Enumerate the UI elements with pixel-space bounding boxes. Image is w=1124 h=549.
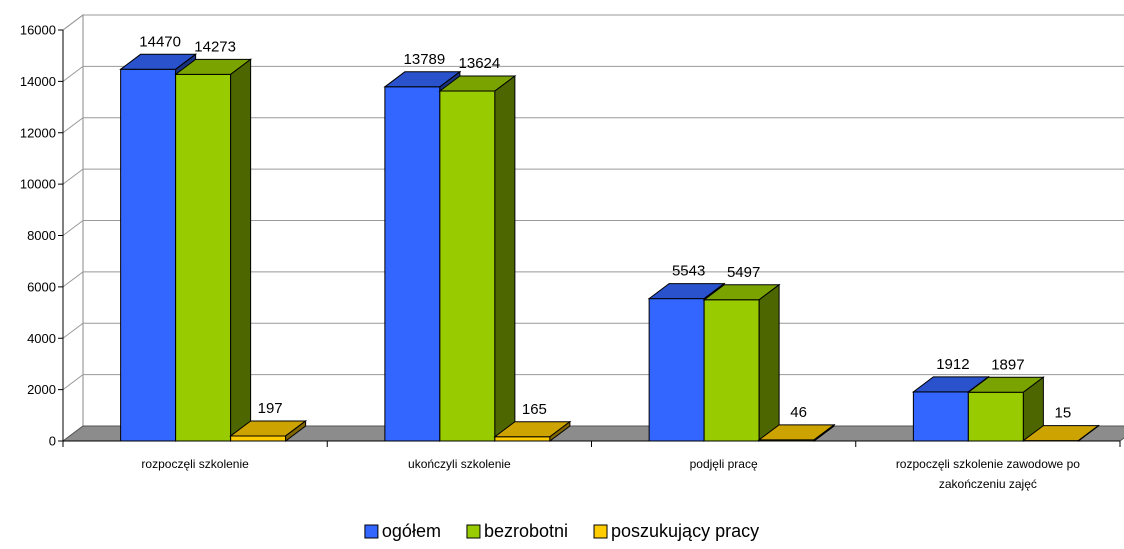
bar	[174, 58, 253, 442]
data-label: 5497	[727, 264, 760, 281]
gridline	[62, 14, 1124, 31]
gridline	[62, 117, 1124, 134]
gridline	[62, 271, 1124, 288]
data-label: 1897	[991, 356, 1024, 373]
y-tick-label: 16000	[20, 23, 56, 38]
data-label: 46	[790, 404, 807, 421]
y-tick-label: 10000	[20, 177, 56, 192]
bars	[119, 53, 1100, 442]
y-tick-label: 4000	[27, 331, 56, 346]
legend-label: poszukujący pracy	[611, 521, 759, 541]
legend-item: ogółem	[364, 521, 441, 541]
gridline	[62, 322, 1124, 339]
legend: ogółem bezrobotni poszukujący pracy	[364, 521, 759, 541]
data-label: 14470	[139, 33, 181, 50]
gridline	[62, 220, 1124, 236]
bar	[229, 419, 308, 442]
gridline	[62, 168, 1124, 185]
bar	[493, 420, 572, 442]
y-tick-label: 0	[49, 434, 56, 449]
data-label: 13624	[459, 55, 501, 72]
gridline	[62, 374, 1124, 391]
legend-item: poszukujący pracy	[593, 521, 759, 541]
legend-swatch	[364, 524, 379, 539]
legend-swatch	[593, 524, 608, 539]
gridline	[62, 65, 1124, 82]
legend-item: bezrobotni	[466, 521, 568, 541]
bar	[1021, 424, 1100, 442]
legend-label: ogółem	[382, 521, 441, 541]
bar	[757, 423, 836, 442]
legend-label: bezrobotni	[484, 521, 568, 541]
x-tick-label: rozpoczęli szkolenie	[141, 457, 249, 471]
data-label: 15	[1055, 405, 1072, 422]
y-tick-label: 8000	[27, 228, 56, 243]
y-tick-label: 2000	[27, 382, 56, 397]
x-tick-label: podjęli pracę	[690, 457, 758, 471]
legend-swatch	[466, 524, 481, 539]
bar	[438, 75, 517, 442]
y-tick-label: 6000	[27, 279, 56, 294]
x-tick-label: rozpoczęli szkolenie zawodowe po zakończe…	[896, 457, 1080, 491]
data-label: 13789	[404, 51, 446, 68]
y-tick-label: 12000	[20, 125, 56, 140]
bar	[966, 376, 1045, 442]
gridlines	[62, 14, 1124, 391]
x-tick-label: ukończyli szkolenie	[408, 457, 511, 471]
data-label: 14273	[194, 38, 236, 55]
data-label: 165	[522, 401, 547, 418]
bar	[702, 283, 781, 442]
data-label: 197	[258, 400, 283, 417]
data-label: 1912	[936, 356, 969, 373]
data-labels: 14470 13789 5543 1912 14273 13624 5497 1897 197 1…	[139, 33, 1071, 421]
data-label: 5543	[672, 263, 705, 280]
y-tick-label: 14000	[20, 74, 56, 89]
